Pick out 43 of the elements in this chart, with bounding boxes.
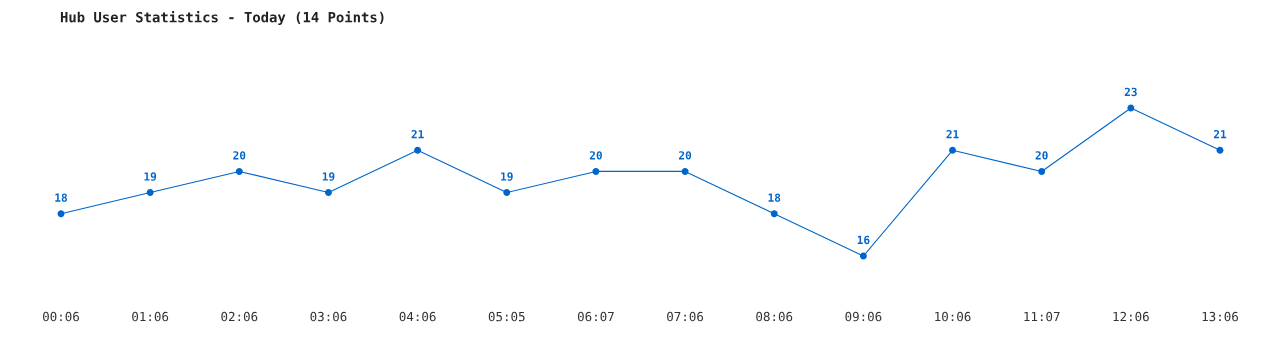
data-label: 19 (322, 172, 335, 181)
point (1127, 104, 1135, 112)
x-tick-label: 03:06 (310, 311, 347, 322)
point (859, 252, 867, 260)
point (235, 167, 243, 175)
point (414, 146, 422, 154)
data-label: 19 (144, 172, 157, 181)
x-tick-label: 04:06 (399, 311, 436, 322)
x-tick-label: 12:06 (1113, 311, 1149, 322)
point (1216, 146, 1224, 154)
x-tick-label: 10:06 (935, 311, 971, 322)
point (592, 167, 600, 175)
point (57, 210, 65, 218)
x-tick-label: 07:06 (667, 311, 704, 322)
data-label: 23 (1124, 87, 1137, 97)
data-label: 18 (768, 193, 781, 202)
data-label: 20 (233, 151, 246, 160)
x-tick-label: 06:07 (577, 311, 614, 322)
data-label: 21 (946, 130, 959, 139)
x-tick-label: 01:06 (132, 311, 169, 322)
point (681, 167, 689, 175)
point (146, 189, 154, 197)
x-tick-label: 09:06 (845, 311, 882, 322)
data-label: 20 (589, 151, 602, 160)
x-tick-label: 13:06 (1202, 311, 1238, 322)
point (770, 210, 778, 218)
x-tick-label: 11:07 (1024, 311, 1060, 322)
data-label: 21 (1213, 130, 1227, 139)
x-tick-label: 05:05 (488, 311, 525, 322)
chart-title: Hub User Statistics - Today (14 Points) (60, 10, 384, 26)
point (1038, 167, 1046, 175)
data-label: 19 (501, 172, 513, 181)
x-tick-label: 00:06 (43, 311, 79, 322)
point (503, 189, 511, 197)
data-label: 16 (857, 235, 870, 245)
data-label: 20 (679, 151, 692, 160)
data-label: 20 (1035, 151, 1048, 160)
data-label: 18 (55, 193, 67, 202)
x-tick-label: 02:06 (221, 311, 258, 322)
data-label: 21 (411, 130, 424, 139)
x-tick-label: 08:06 (756, 311, 793, 322)
point (324, 189, 332, 197)
point (949, 146, 957, 154)
